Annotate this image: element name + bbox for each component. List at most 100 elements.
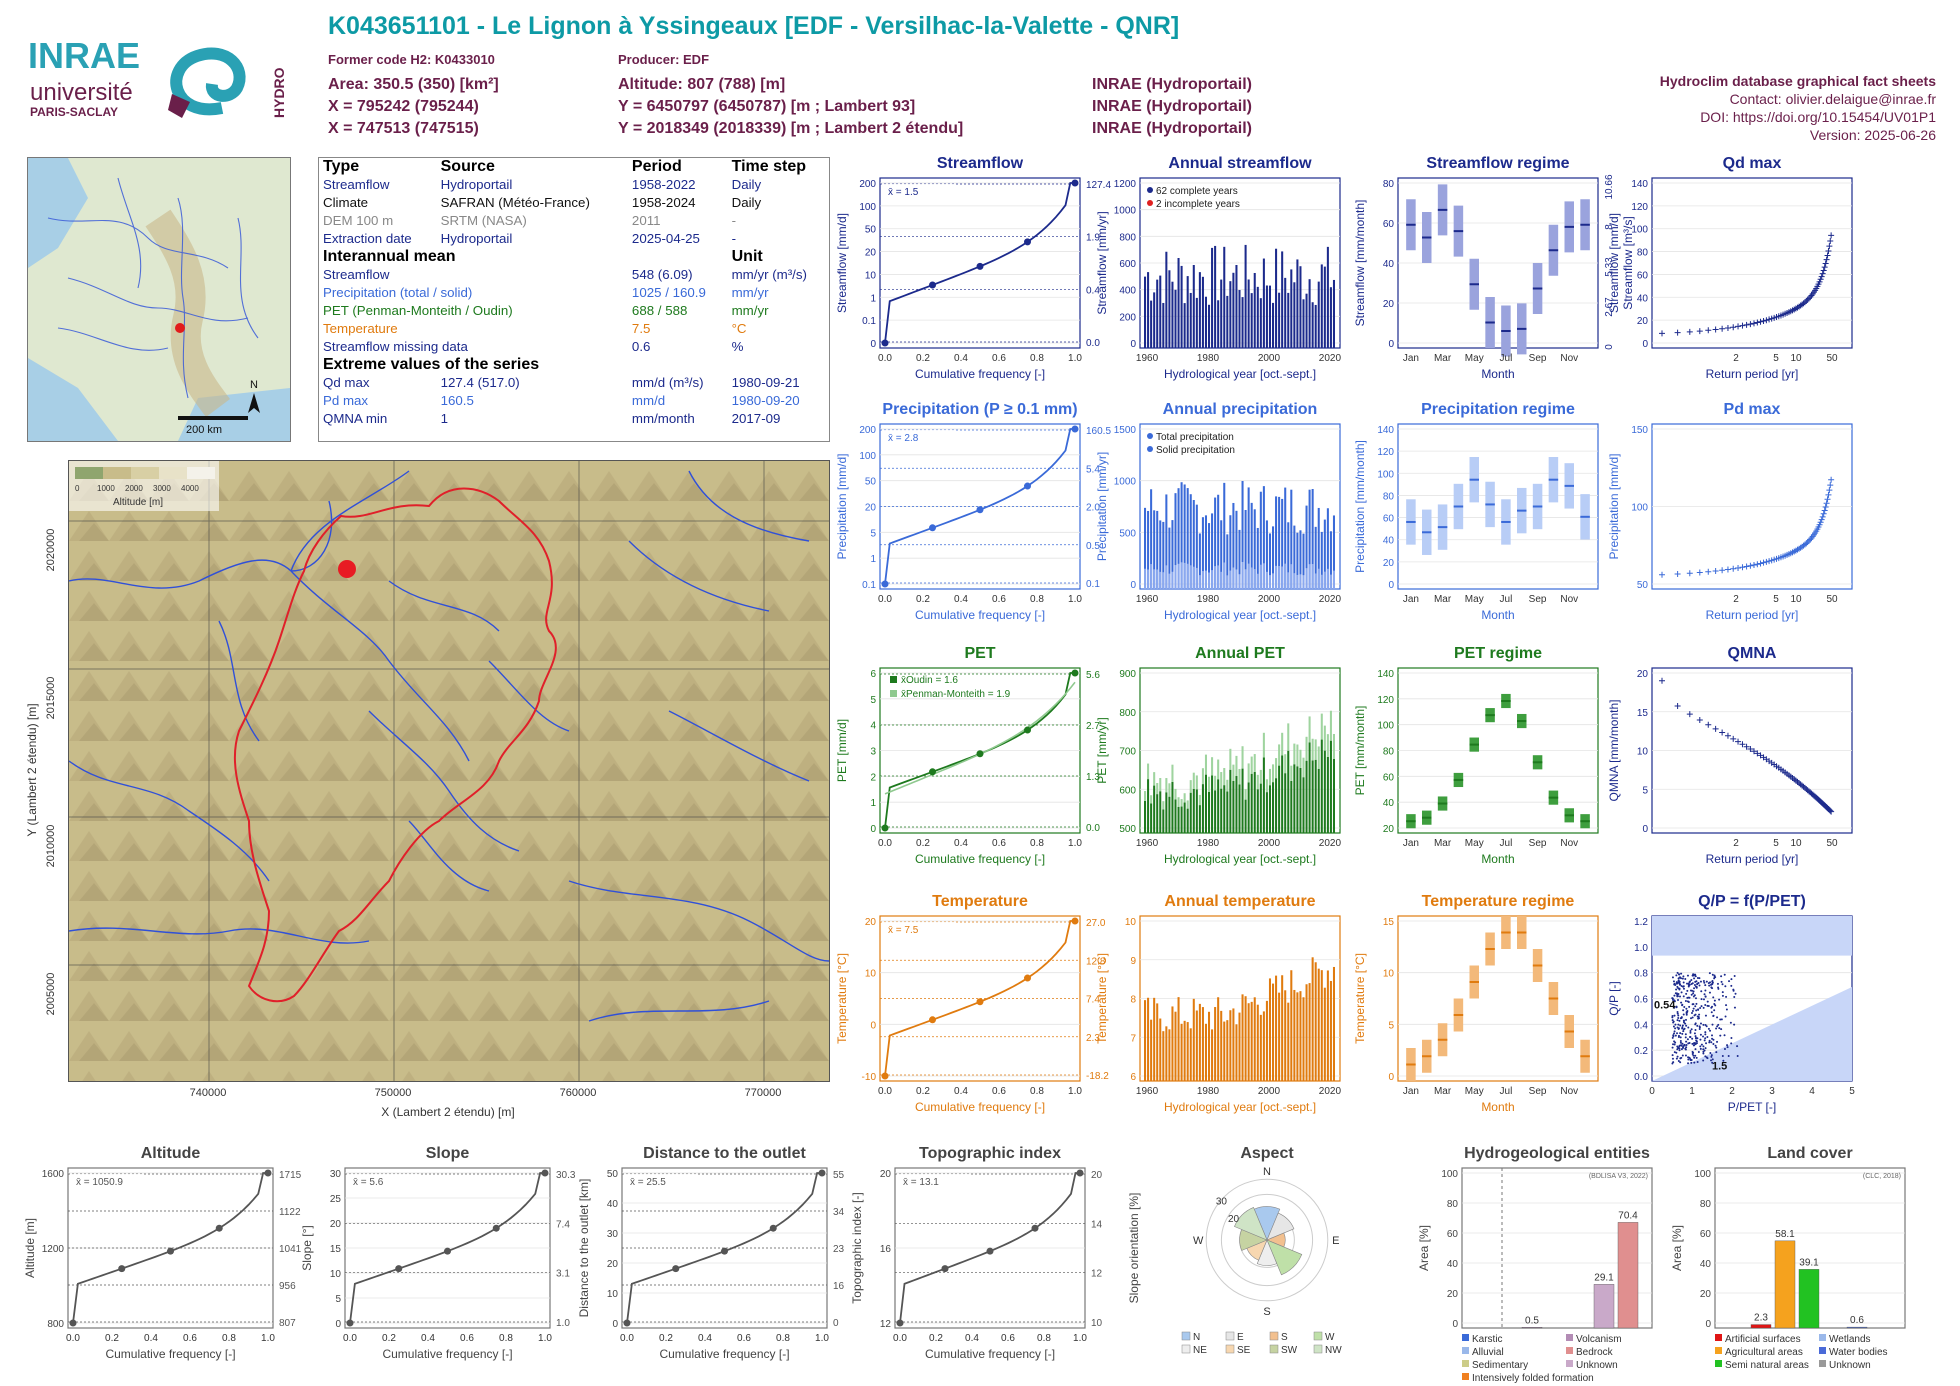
qp-point <box>1678 980 1681 983</box>
solid-precip-bar <box>1217 565 1220 589</box>
qp-point <box>1682 995 1685 998</box>
qp-point <box>1673 1030 1676 1033</box>
y-tick-label: 60 <box>1637 270 1649 281</box>
legend-entry: Bedrock <box>1576 1347 1614 1358</box>
annual-bar <box>1208 304 1211 348</box>
bar-value-label: 2.3 <box>1754 1313 1768 1324</box>
y-tick-label: 80 <box>1383 491 1395 502</box>
x-axis-label: Hydrological year [oct.-sept.] <box>1164 852 1316 866</box>
contact[interactable]: Contact: olivier.delaigue@inrae.fr <box>1729 91 1936 107</box>
annual-bar <box>1156 510 1159 589</box>
annual-bar <box>1253 509 1256 589</box>
x-tick-label: 1 <box>1689 1086 1695 1097</box>
y-tick-label: 1600 <box>42 1169 65 1180</box>
annual-bar <box>1195 297 1198 348</box>
x-tick-label: 5 <box>1773 353 1779 364</box>
annual-bar <box>1144 800 1147 833</box>
right-tick-label: 20 <box>1091 1170 1103 1181</box>
x-tick-label: Jul <box>1500 838 1513 849</box>
solid-precip-bar <box>1302 575 1305 589</box>
return-period-point <box>1659 571 1665 578</box>
y-tick-label: 0.8 <box>1634 969 1648 980</box>
qp-point <box>1687 1026 1690 1029</box>
pm-pet-bar <box>1162 801 1165 810</box>
pm-pet-bar <box>1247 763 1250 783</box>
right-tick-label: 0 <box>833 1318 839 1329</box>
x-tick-label: 2020 <box>1319 353 1342 364</box>
chart-precipitation: Precipitation (P ≥ 0.1 mm) Precipitation … <box>835 401 1111 622</box>
qp-point <box>1673 1014 1676 1017</box>
y-tick-label: 60 <box>1383 514 1395 525</box>
annual-bar <box>1198 805 1201 833</box>
qp-point <box>1690 1028 1693 1031</box>
x-lambert2e: X = 747513 (747515) <box>328 120 479 137</box>
chart-title: Hydrogeological entities <box>1464 1145 1650 1162</box>
qp-point <box>1688 984 1691 987</box>
qp-point <box>1671 1057 1674 1060</box>
y-tick-label: 120 <box>1377 695 1394 706</box>
x-tick-label: 0.2 <box>916 353 930 364</box>
annual-bar <box>1168 796 1171 833</box>
qp-point <box>1682 1030 1685 1033</box>
qp-point <box>1699 1022 1702 1025</box>
annual-bar <box>1186 276 1189 348</box>
solid-precip-bar <box>1311 564 1314 589</box>
y-tick-label: 80 <box>1383 747 1395 758</box>
plot-frame <box>1461 1167 1653 1329</box>
qp-point <box>1680 991 1683 994</box>
annual-bar <box>1247 279 1250 348</box>
legend-entry: x̄Penman-Monteith = 1.9 <box>901 689 1011 700</box>
qp-point <box>1671 976 1674 979</box>
qp-point <box>1693 987 1696 990</box>
qp-point <box>1686 1038 1689 1041</box>
qp-point <box>1688 1041 1691 1044</box>
annual-bar <box>1272 526 1275 589</box>
qp-point <box>1715 1027 1718 1030</box>
return-period-point <box>1674 329 1681 336</box>
svg-text:740000: 740000 <box>190 1087 227 1099</box>
annual-bar <box>1265 1000 1268 1081</box>
right-tick-label: 23 <box>833 1244 845 1255</box>
x-tick-label: 0.6 <box>992 594 1006 605</box>
solid-precip-bar <box>1238 574 1241 589</box>
pm-pet-bar <box>1241 746 1244 769</box>
annual-bar <box>1296 259 1299 348</box>
aspect-ring <box>1220 1193 1314 1287</box>
return-period-point <box>1805 537 1812 544</box>
qp-point <box>1702 1050 1705 1053</box>
qp-point <box>1692 992 1695 995</box>
mean-label: x̄ = 13.1 <box>903 1177 939 1188</box>
north-arrow-icon: N <box>248 379 260 413</box>
y-tick-label: 5 <box>870 528 876 539</box>
pm-pet-bar <box>1308 716 1311 743</box>
quantile-point <box>346 1319 354 1327</box>
solid-precip-bar <box>1180 562 1183 589</box>
return-period-point <box>1819 270 1826 277</box>
pm-pet-bar <box>1156 783 1159 795</box>
y-tick-label: 1200 <box>1114 179 1137 190</box>
qp-point <box>1671 1046 1674 1049</box>
qp-point <box>1694 1035 1697 1038</box>
annual-bar <box>1198 272 1201 348</box>
qp-point <box>1705 980 1708 983</box>
qp-point <box>1671 1054 1674 1057</box>
return-period-point <box>1818 516 1825 523</box>
quantile-point <box>1071 179 1079 187</box>
annual-bar <box>1180 482 1183 589</box>
quantile-point <box>1076 1169 1084 1177</box>
y-tick-label: 0 <box>1642 824 1648 835</box>
right-tick-label: 7.4 <box>556 1219 570 1230</box>
qp-point <box>1693 994 1696 997</box>
qp-point <box>1680 1056 1683 1059</box>
y-tick-label: 100 <box>1631 225 1648 236</box>
qp-point <box>1725 1008 1728 1011</box>
return-period-point <box>1750 320 1757 327</box>
doi-link[interactable]: DOI: https://doi.org/10.15454/UV01P1 <box>1700 109 1936 125</box>
qp-point <box>1721 983 1724 986</box>
annual-bar <box>1156 794 1159 833</box>
annual-bar <box>1305 505 1308 589</box>
qp-point <box>1693 1061 1696 1064</box>
right-tick-label: 12.8 <box>1086 956 1106 967</box>
chart-title: Streamflow <box>937 155 1024 172</box>
y-tick-label: 15 <box>1383 917 1395 928</box>
